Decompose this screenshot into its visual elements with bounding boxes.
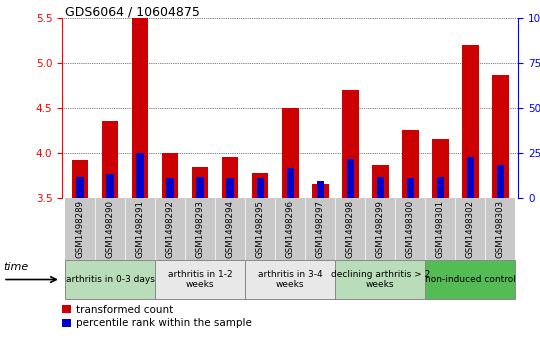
Text: GSM1498295: GSM1498295 bbox=[256, 200, 265, 258]
Bar bbox=[76, 177, 84, 198]
Text: arthritis in 3-4
weeks: arthritis in 3-4 weeks bbox=[258, 270, 322, 289]
Bar bbox=[245, 260, 335, 299]
Text: GSM1498291: GSM1498291 bbox=[136, 200, 145, 258]
Bar bbox=[395, 198, 426, 260]
Text: GSM1498301: GSM1498301 bbox=[436, 200, 445, 258]
Bar bbox=[365, 198, 395, 260]
Text: GSM1498298: GSM1498298 bbox=[346, 200, 355, 258]
Bar bbox=[166, 178, 174, 198]
Bar bbox=[132, 18, 148, 198]
Bar bbox=[162, 153, 178, 198]
Bar bbox=[316, 181, 324, 198]
Bar bbox=[426, 198, 455, 260]
Bar bbox=[455, 198, 485, 260]
Bar bbox=[376, 177, 384, 198]
Bar bbox=[215, 198, 245, 260]
Bar bbox=[72, 160, 89, 198]
Text: GSM1498294: GSM1498294 bbox=[226, 200, 235, 258]
Bar bbox=[275, 198, 305, 260]
Text: non-induced control: non-induced control bbox=[425, 275, 516, 284]
Text: declining arthritis > 2
weeks: declining arthritis > 2 weeks bbox=[330, 270, 430, 289]
Bar bbox=[155, 198, 185, 260]
Bar bbox=[65, 260, 155, 299]
Bar bbox=[432, 139, 449, 198]
Bar bbox=[197, 177, 204, 198]
Bar bbox=[137, 153, 144, 198]
Bar bbox=[245, 198, 275, 260]
Text: GSM1498303: GSM1498303 bbox=[496, 200, 505, 258]
Bar bbox=[65, 198, 95, 260]
Text: GSM1498300: GSM1498300 bbox=[406, 200, 415, 258]
Text: GSM1498289: GSM1498289 bbox=[76, 200, 85, 258]
Text: GSM1498290: GSM1498290 bbox=[106, 200, 114, 258]
Bar bbox=[287, 168, 294, 198]
Bar bbox=[497, 164, 504, 198]
Bar bbox=[462, 45, 478, 198]
Bar bbox=[426, 260, 515, 299]
Bar bbox=[402, 130, 418, 198]
Text: GSM1498296: GSM1498296 bbox=[286, 200, 295, 258]
Text: arthritis in 0-3 days: arthritis in 0-3 days bbox=[66, 275, 154, 284]
Bar bbox=[125, 198, 155, 260]
Bar bbox=[372, 166, 389, 198]
Text: GSM1498292: GSM1498292 bbox=[166, 200, 174, 258]
Bar bbox=[155, 260, 245, 299]
Text: GSM1498297: GSM1498297 bbox=[316, 200, 325, 258]
Text: GSM1498302: GSM1498302 bbox=[466, 200, 475, 258]
Bar bbox=[256, 178, 264, 198]
Text: GSM1498293: GSM1498293 bbox=[195, 200, 205, 258]
Bar bbox=[467, 158, 474, 198]
Bar bbox=[252, 173, 268, 198]
Bar bbox=[106, 174, 114, 198]
Bar bbox=[342, 90, 359, 198]
Bar bbox=[407, 178, 414, 198]
Bar bbox=[102, 121, 118, 198]
Bar bbox=[335, 198, 365, 260]
Bar bbox=[437, 177, 444, 198]
Bar bbox=[192, 167, 208, 198]
Bar bbox=[335, 260, 426, 299]
Bar bbox=[305, 198, 335, 260]
Bar bbox=[95, 198, 125, 260]
Bar bbox=[485, 198, 515, 260]
Bar bbox=[347, 159, 354, 198]
Bar bbox=[185, 198, 215, 260]
Text: time: time bbox=[3, 262, 29, 272]
Bar bbox=[312, 184, 328, 198]
Legend: transformed count, percentile rank within the sample: transformed count, percentile rank withi… bbox=[62, 305, 252, 328]
Text: arthritis in 1-2
weeks: arthritis in 1-2 weeks bbox=[168, 270, 233, 289]
Text: GDS6064 / 10604875: GDS6064 / 10604875 bbox=[65, 5, 200, 18]
Bar bbox=[492, 75, 509, 198]
Bar bbox=[282, 108, 299, 198]
Bar bbox=[222, 158, 239, 198]
Text: GSM1498299: GSM1498299 bbox=[376, 200, 385, 258]
Bar bbox=[226, 178, 234, 198]
